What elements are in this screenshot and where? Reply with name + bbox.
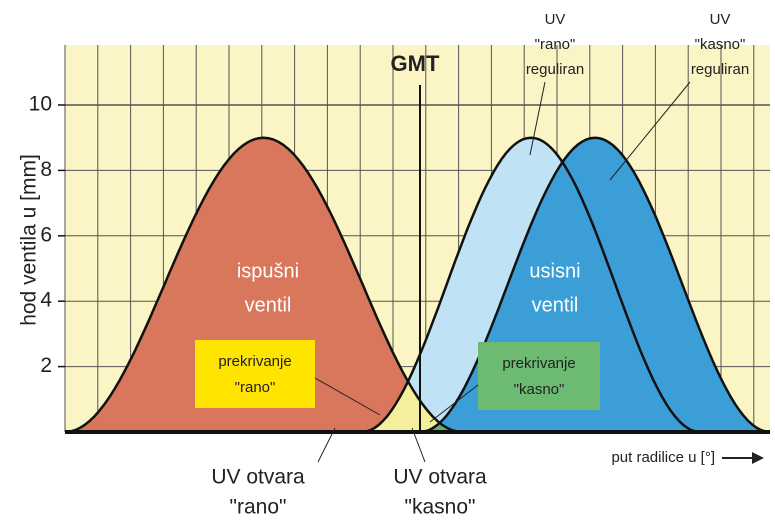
- leader: [411, 427, 426, 463]
- early-label: "rano": [535, 36, 576, 53]
- y-tick-label: 10: [29, 93, 52, 116]
- exhaust-label: ispušni: [237, 260, 299, 282]
- overlap-early-label: "rano": [235, 379, 276, 396]
- overlap-late-box: [478, 342, 600, 410]
- early-label: reguliran: [526, 61, 584, 78]
- late-label: reguliran: [691, 61, 749, 78]
- intake-label: ventil: [532, 294, 579, 316]
- arrow-head: [752, 452, 764, 464]
- curve: [64, 136, 463, 434]
- leader: [529, 81, 546, 156]
- leader: [314, 377, 381, 416]
- open-late-label: "kasno": [405, 496, 476, 519]
- gmt-label: GMT: [391, 51, 440, 76]
- y-tick-label: 2: [40, 354, 52, 377]
- y-tick-label: 6: [40, 223, 52, 246]
- y-tick-label: 8: [40, 158, 52, 181]
- late-label: "kasno": [695, 36, 746, 53]
- leader: [317, 427, 336, 463]
- x-axis-label: put radilice u [°]: [611, 449, 715, 466]
- y-tick-label: 4: [40, 289, 52, 312]
- open-early-label: "rano": [230, 496, 287, 519]
- leader: [609, 81, 691, 181]
- open-late-label: UV otvara: [393, 466, 487, 489]
- overlap-early-label: prekrivanje: [218, 353, 291, 370]
- leader: [429, 384, 479, 423]
- overlap-late-label: prekrivanje: [502, 355, 575, 372]
- intake-label: usisni: [529, 260, 580, 282]
- open-early-label: UV otvara: [211, 466, 305, 489]
- y-axis-label: hod ventila u [mm]: [18, 154, 41, 326]
- y-ticks: 2 4 6 8 10: [29, 93, 65, 377]
- overlap-late-label: "kasno": [514, 381, 565, 398]
- late-label: UV: [710, 11, 731, 28]
- overlap-early-box: [195, 340, 315, 408]
- exhaust-area: [65, 137, 462, 432]
- exhaust-label: ventil: [245, 294, 292, 316]
- early-label: UV: [545, 11, 566, 28]
